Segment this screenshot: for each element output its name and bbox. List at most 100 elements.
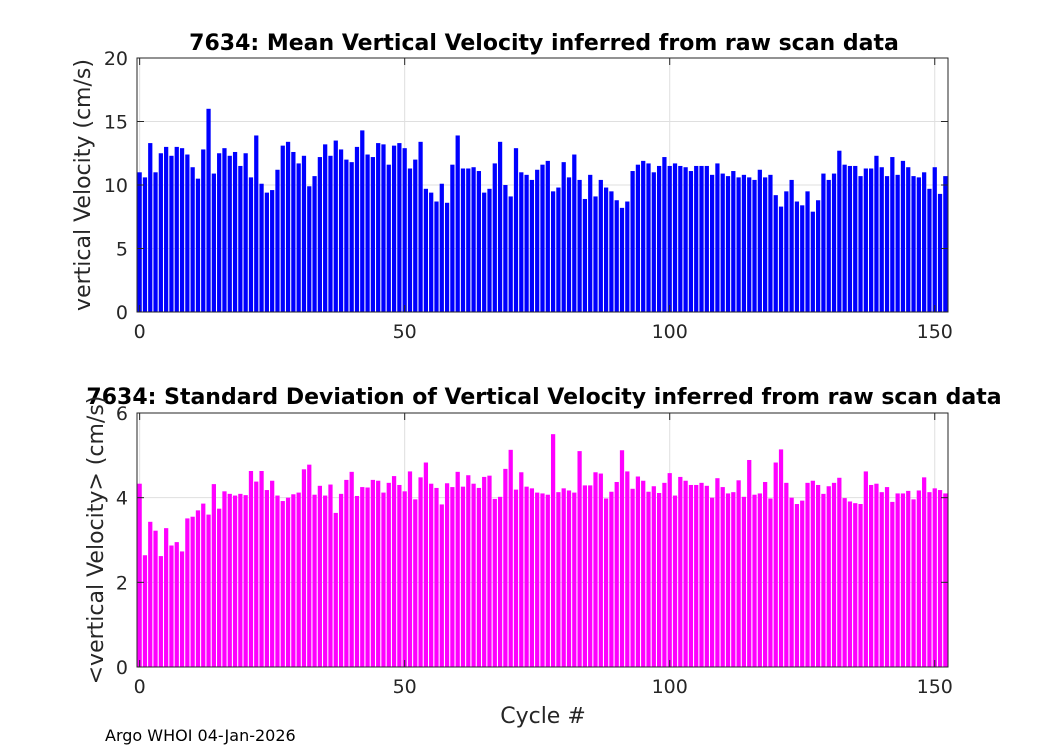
- mean-velocity-bar: [211, 173, 216, 312]
- std-velocity-bar: [471, 483, 476, 667]
- std-velocity-bar: [466, 475, 471, 667]
- mean-velocity-ytick-label: 10: [104, 175, 128, 197]
- std-velocity-bar: [688, 484, 694, 667]
- mean-velocity-bar: [328, 155, 333, 312]
- std-velocity-bar: [217, 508, 222, 667]
- mean-velocity-bar: [407, 168, 413, 312]
- mean-velocity-bar: [307, 186, 312, 312]
- mean-velocity-bar: [455, 135, 460, 312]
- std-velocity-bar: [232, 495, 238, 667]
- mean-velocity-ytick-label: 15: [104, 112, 128, 134]
- std-velocity-bar: [752, 494, 757, 667]
- std-velocity-bar: [747, 459, 752, 667]
- std-velocity-bar: [540, 493, 545, 667]
- std-velocity-bar: [413, 499, 418, 667]
- mean-velocity-bar: [752, 179, 757, 312]
- std-velocity-bar: [164, 528, 169, 667]
- std-velocity-bar: [757, 493, 762, 667]
- mean-velocity-bar: [174, 146, 179, 312]
- std-velocity-bar: [349, 471, 354, 667]
- std-velocity-bar: [439, 504, 444, 667]
- std-velocity-bar: [635, 476, 641, 667]
- std-velocity-bar: [158, 556, 163, 667]
- mean-velocity-bar: [164, 146, 169, 312]
- mean-velocity-xtick-label: 50: [393, 321, 417, 343]
- mean-velocity-bar: [656, 165, 662, 312]
- std-velocity-bar: [853, 503, 858, 667]
- std-velocity-bar: [508, 449, 513, 667]
- mean-velocity-bar: [508, 196, 513, 312]
- std-velocity-bar: [344, 479, 349, 667]
- std-velocity-bar: [916, 490, 921, 667]
- mean-velocity-bar: [710, 174, 715, 312]
- mean-velocity-bar: [561, 162, 566, 312]
- mean-velocity-bar: [895, 174, 900, 312]
- mean-velocity-bar: [625, 201, 630, 312]
- std-velocity-bar: [800, 500, 805, 667]
- mean-velocity-bar: [556, 187, 561, 312]
- mean-velocity-bar: [275, 169, 280, 312]
- mean-velocity-chart: 7634: Mean Vertical Velocity inferred fr…: [71, 31, 953, 343]
- std-velocity-bar: [699, 482, 704, 667]
- mean-velocity-bar: [699, 165, 704, 312]
- mean-velocity-bar: [238, 165, 243, 312]
- std-velocity-bar: [704, 485, 709, 667]
- std-velocity-bar: [338, 493, 344, 667]
- mean-velocity-bar: [513, 148, 519, 312]
- std-velocity-bar: [768, 498, 773, 667]
- mean-velocity-bar: [768, 174, 773, 312]
- std-velocity-bar: [482, 476, 487, 667]
- std-velocity-bar: [879, 492, 884, 667]
- mean-velocity-bar: [651, 172, 656, 312]
- mean-velocity-bar: [471, 167, 476, 312]
- std-velocity-ytick-label: 2: [116, 572, 128, 594]
- std-velocity-bar: [270, 480, 275, 667]
- std-velocity-bar: [137, 483, 142, 667]
- mean-velocity-bar: [360, 130, 365, 312]
- mean-velocity-bar: [922, 172, 927, 312]
- std-velocity-bar: [153, 530, 158, 667]
- mean-velocity-bar: [338, 149, 344, 312]
- mean-velocity-bar: [704, 165, 709, 312]
- mean-velocity-bar: [280, 145, 285, 312]
- std-velocity-bar: [423, 462, 429, 667]
- std-velocity-bar: [731, 492, 736, 667]
- std-velocity-plot-frame: [136, 412, 949, 668]
- std-velocity-bar: [179, 551, 185, 667]
- mean-velocity-bar: [158, 153, 163, 312]
- mean-velocity-bar: [232, 151, 238, 312]
- mean-velocity-bar: [397, 143, 402, 312]
- std-velocity-bar: [407, 471, 413, 667]
- mean-velocity-bar: [344, 159, 349, 312]
- std-velocity-bar: [190, 516, 195, 667]
- std-velocity-bar: [556, 492, 561, 667]
- std-velocity-bar: [662, 482, 667, 667]
- std-velocity-bar: [582, 485, 588, 667]
- std-velocity-bar: [826, 486, 831, 667]
- mean-velocity-bar: [816, 200, 821, 312]
- mean-velocity-bar: [254, 135, 259, 312]
- mean-velocity-bar: [206, 108, 211, 312]
- mean-velocity-bar: [243, 153, 248, 312]
- mean-velocity-bar: [858, 176, 863, 312]
- std-velocity-ytick-label: 6: [116, 403, 128, 425]
- mean-velocity-bar: [869, 168, 874, 312]
- mean-velocity-bar: [492, 163, 497, 312]
- mean-velocity-bar: [264, 192, 269, 312]
- std-velocity-bar: [625, 471, 630, 667]
- std-velocity-bar: [148, 521, 153, 667]
- mean-velocity-bar: [503, 185, 508, 312]
- mean-velocity-bar: [529, 179, 535, 312]
- mean-velocity-bar: [725, 176, 731, 312]
- std-velocity-bar: [630, 488, 635, 667]
- mean-velocity-bar: [354, 146, 360, 312]
- mean-velocity-bar: [466, 168, 471, 312]
- footer-credit: Argo WHOI 04-Jan-2026: [105, 726, 296, 745]
- mean-velocity-bar: [376, 143, 381, 312]
- mean-velocity-bar: [444, 202, 450, 312]
- mean-velocity-bar: [678, 165, 683, 312]
- std-velocity-bar: [301, 469, 307, 667]
- std-velocity-bar: [529, 488, 535, 667]
- std-velocity-bar: [619, 450, 625, 667]
- mean-velocity-bar: [810, 211, 815, 312]
